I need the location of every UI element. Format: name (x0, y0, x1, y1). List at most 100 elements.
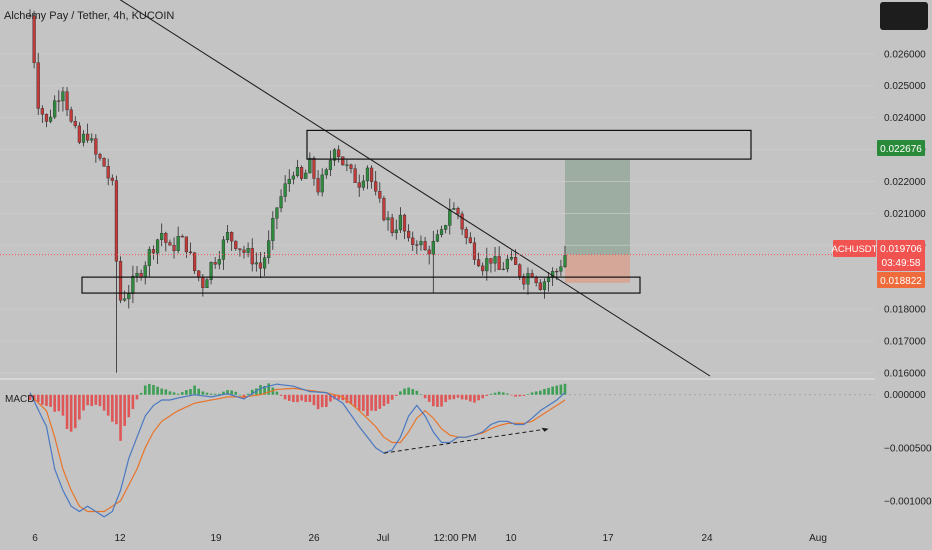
candle[interactable] (386, 211, 390, 231)
macd-histogram-bar[interactable] (102, 394, 106, 411)
candle[interactable] (526, 267, 530, 295)
macd-histogram-bar[interactable] (497, 391, 501, 395)
candle[interactable] (357, 174, 361, 197)
candle[interactable] (448, 198, 452, 235)
macd-histogram-bar[interactable] (238, 394, 242, 396)
macd-histogram-bar[interactable] (246, 393, 250, 395)
candle[interactable] (28, 9, 32, 18)
macd-histogram-bar[interactable] (168, 391, 172, 395)
macd-histogram-bar[interactable] (464, 394, 468, 400)
candle[interactable] (546, 271, 551, 292)
macd-histogram-bar[interactable] (390, 394, 394, 400)
candle[interactable] (341, 156, 345, 166)
macd-histogram-bar[interactable] (374, 394, 377, 411)
macd-axis[interactable]: 0.000000 −0.000500 −0.001000 (884, 390, 932, 507)
candle[interactable] (444, 224, 448, 234)
candle[interactable] (135, 266, 139, 283)
macd-histogram-bar[interactable] (176, 393, 180, 395)
macd-histogram-bar[interactable] (448, 394, 452, 400)
candle[interactable] (497, 246, 501, 270)
macd-histogram-bar[interactable] (94, 394, 98, 405)
macd-histogram-bar[interactable] (362, 394, 365, 412)
macd-histogram-bar[interactable] (230, 390, 233, 395)
candle[interactable] (246, 242, 250, 258)
macd-histogram-bar[interactable] (218, 393, 221, 395)
macd-histogram-bar[interactable] (320, 394, 324, 408)
macd-histogram-bar[interactable] (164, 389, 168, 395)
candle[interactable] (267, 230, 271, 264)
macd-histogram-bar[interactable] (90, 394, 94, 407)
macd-histogram-bar[interactable] (275, 391, 279, 395)
candle[interactable] (308, 152, 312, 174)
macd-histogram-bar[interactable] (506, 393, 509, 395)
candle[interactable] (419, 235, 423, 251)
candle[interactable] (40, 105, 44, 123)
macd-histogram-bar[interactable] (337, 394, 340, 400)
macd-histogram-bar[interactable] (119, 394, 122, 441)
macd-histogram-bar[interactable] (419, 394, 423, 395)
macd-histogram-bar[interactable] (148, 383, 151, 395)
macd-histogram-bar[interactable] (135, 394, 139, 400)
candle[interactable] (164, 231, 168, 252)
macd-histogram-bar[interactable] (423, 394, 427, 399)
candle[interactable] (563, 245, 567, 268)
macd-histogram-bar[interactable] (143, 385, 147, 395)
macd-histogram-bar[interactable] (304, 394, 308, 402)
candle[interactable] (423, 237, 427, 251)
macd-histogram-bar[interactable] (460, 394, 464, 400)
candle[interactable] (283, 175, 287, 203)
macd-histogram-bar[interactable] (287, 394, 291, 401)
macd-histogram-bar[interactable] (489, 393, 493, 395)
candle[interactable] (279, 189, 283, 213)
candle[interactable] (485, 247, 489, 281)
candle[interactable] (48, 109, 53, 124)
candle[interactable] (94, 134, 98, 163)
macd-histogram-bar[interactable] (399, 391, 402, 395)
candle[interactable] (472, 237, 477, 265)
macd-histogram-bar[interactable] (139, 392, 143, 395)
candle[interactable] (415, 240, 419, 255)
candle[interactable] (234, 240, 238, 251)
macd-histogram-bar[interactable] (73, 394, 77, 429)
candle[interactable] (65, 87, 69, 116)
candle[interactable] (86, 123, 90, 143)
macd-histogram-bar[interactable] (501, 392, 505, 395)
macd-histogram-bar[interactable] (427, 394, 431, 402)
candle[interactable] (538, 279, 542, 291)
macd-histogram-bar[interactable] (267, 383, 270, 395)
macd-histogram-bar[interactable] (65, 394, 69, 430)
candle[interactable] (291, 171, 295, 185)
macd-histogram-bar[interactable] (543, 388, 546, 395)
macd-histogram-bar[interactable] (131, 394, 135, 410)
macd-histogram-bar[interactable] (106, 394, 110, 416)
macd-histogram-bar[interactable] (111, 394, 114, 422)
macd-histogram-bar[interactable] (559, 384, 563, 395)
macd-histogram-bar[interactable] (411, 389, 415, 395)
candle[interactable] (365, 165, 370, 190)
macd-histogram-bar[interactable] (180, 392, 184, 395)
candle[interactable] (402, 213, 407, 240)
resistance-box[interactable] (306, 129, 752, 160)
candle[interactable] (106, 158, 110, 186)
candle[interactable] (435, 229, 440, 243)
candle[interactable] (407, 224, 411, 242)
macd-histogram-bar[interactable] (357, 394, 361, 411)
candle[interactable] (295, 159, 300, 178)
macd-histogram-bar[interactable] (481, 394, 484, 399)
candles[interactable] (28, 9, 567, 373)
macd-histogram-bar[interactable] (526, 394, 530, 395)
macd-histogram-bar[interactable] (312, 394, 316, 406)
candle[interactable] (213, 257, 217, 269)
macd-histogram-bar[interactable] (366, 394, 369, 416)
macd-histogram-bar[interactable] (407, 387, 410, 395)
candle[interactable] (456, 206, 460, 220)
macd-histogram-bar[interactable] (534, 391, 538, 395)
candle[interactable] (57, 90, 61, 112)
candle[interactable] (345, 159, 349, 172)
candle[interactable] (460, 211, 464, 235)
top-axis-badge[interactable] (880, 2, 928, 30)
candle[interactable] (271, 211, 275, 250)
candle[interactable] (439, 225, 444, 238)
candle[interactable] (349, 163, 353, 174)
